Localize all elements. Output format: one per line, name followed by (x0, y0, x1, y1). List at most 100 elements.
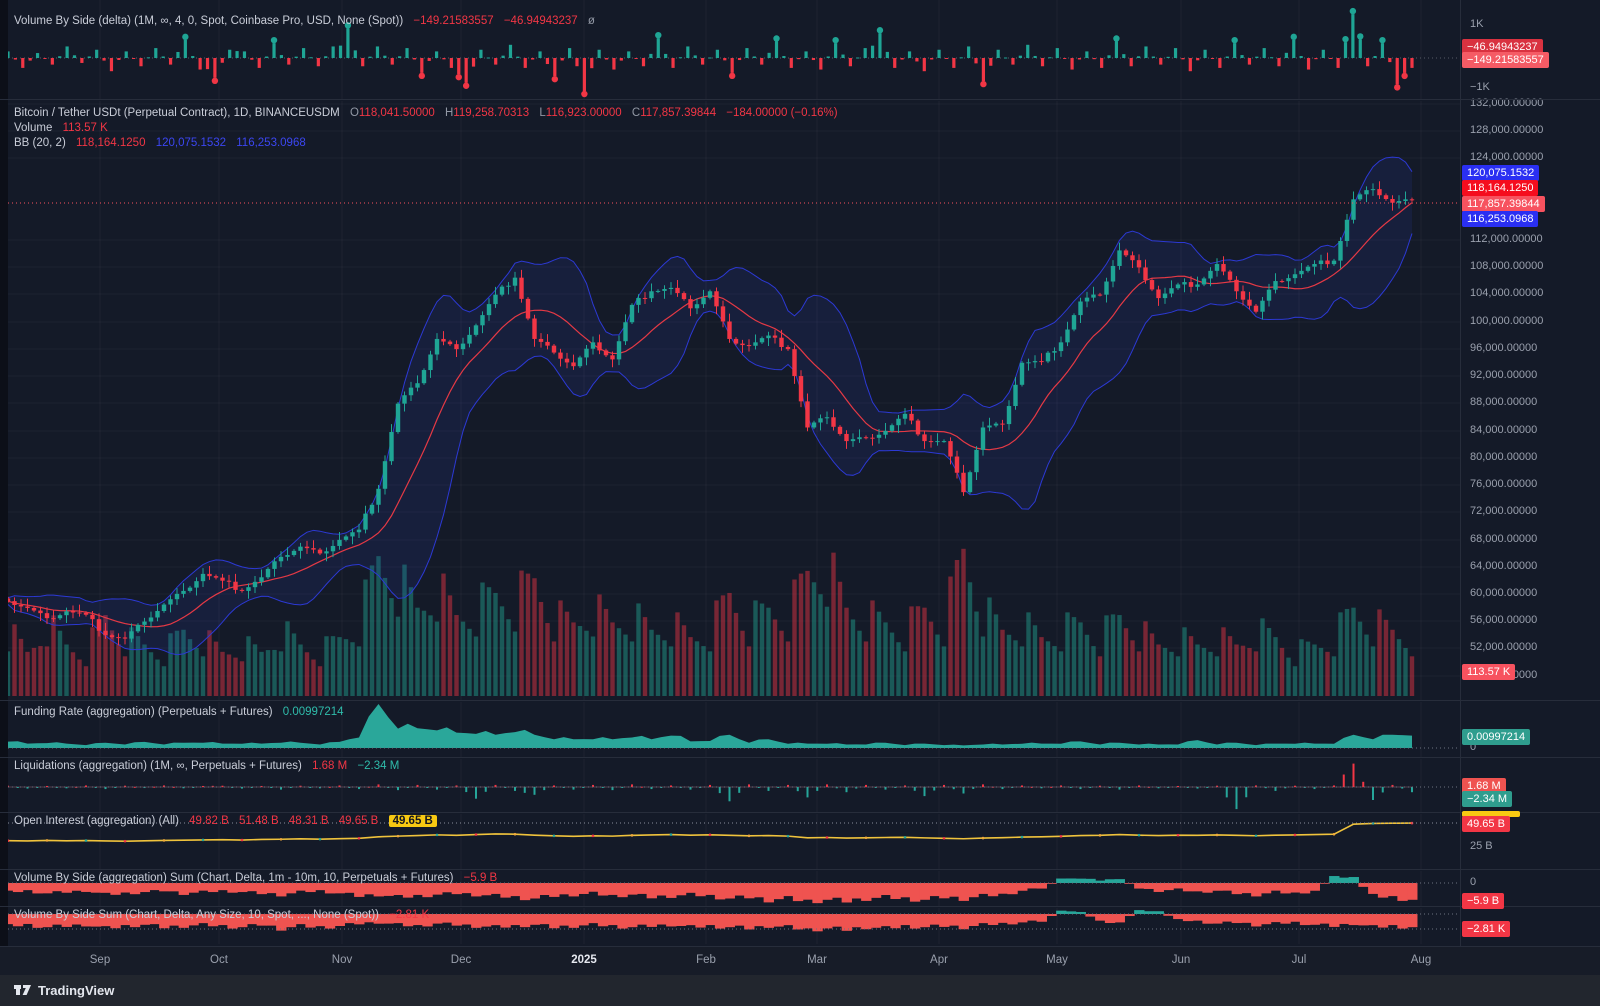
liquidations-legend[interactable]: Liquidations (aggregation) (1M, ∞, Perpe… (14, 759, 399, 774)
price-scale-badge: 116,253.0968 (1462, 211, 1539, 227)
time-axis-label-2025: 2025 (571, 954, 597, 966)
close-value: 117,857.39844 (640, 107, 717, 119)
price-scale-divider[interactable] (1460, 0, 1461, 946)
volume-label: Volume (14, 122, 53, 134)
source-icon: ø (587, 15, 595, 27)
price-scale-tick: −1K (1470, 81, 1490, 93)
low-value: 116,923.00000 (545, 107, 622, 119)
time-axis-label-sep: Sep (89, 954, 111, 966)
time-axis-label-nov: Nov (331, 954, 353, 966)
symbol-ohlc-row: Bitcoin / Tether USDt (Perpetual Contrac… (14, 106, 838, 121)
high-value: 119,258.70313 (453, 107, 530, 119)
bb-label: BB (20, 2) (14, 137, 66, 149)
bb-lower-value: 116,253.0968 (236, 137, 306, 149)
time-axis-label-jul: Jul (1291, 954, 1307, 966)
delta-pane-canvas[interactable] (0, 0, 1460, 99)
oi-close-value: 49.65 B (338, 815, 379, 827)
change-value: −184.00000 (−0.16%) (726, 107, 838, 119)
liquidations-long-value: 1.68 M (312, 760, 348, 772)
pane-separator[interactable] (0, 99, 1600, 100)
pane-separator[interactable] (0, 812, 1600, 813)
price-scale-tick: 124,000.00000 (1470, 151, 1544, 163)
time-axis[interactable]: Sep Oct Nov Dec 2025 Feb Mar Apr May Jun Jul Aug (0, 946, 1600, 976)
delta-value-2: −46.94943237 (503, 15, 578, 27)
price-scale-badge: 117,857.39844 (1462, 196, 1545, 212)
oi-high-value: 51.48 B (238, 815, 279, 827)
pane-separator[interactable] (0, 700, 1600, 701)
delta-indicator-legend[interactable]: Volume By Side (delta) (1M, ∞, 4, 0, Spo… (14, 14, 595, 29)
price-scale-tick: 0 (1470, 876, 1477, 888)
price-scale-tick: 92,000.00000 (1470, 369, 1538, 381)
price-scale-badge: −46.94943237 (1462, 39, 1543, 55)
high-label: H (444, 107, 454, 119)
close-label: C (631, 107, 641, 119)
bb-row[interactable]: BB (20, 2) 118,164.1250 120,075.1532 116… (14, 136, 838, 151)
liquidations-pane-canvas[interactable] (0, 759, 1460, 812)
funding-rate-pane-canvas[interactable] (0, 702, 1460, 757)
oi-low-value: 48.31 B (288, 815, 329, 827)
open-interest-legend[interactable]: Open Interest (aggregation) (All) 49.82 … (14, 814, 437, 829)
price-scale-tick: 1K (1470, 18, 1484, 30)
funding-rate-value: 0.00997214 (282, 706, 344, 718)
price-scale-tick: 64,000.00000 (1470, 560, 1538, 572)
price-scale-badge: −2.81 K (1462, 921, 1511, 937)
vbs-aggregation-sum-legend[interactable]: Volume By Side (aggregation) Sum (Chart,… (14, 871, 497, 886)
vbs-sum-value: −2.81 K (389, 909, 430, 921)
price-scale-tick: 52,000.00000 (1470, 641, 1538, 653)
price-scale-tick: 128,000.00000 (1470, 124, 1544, 136)
price-scale-tick: 68,000.00000 (1470, 533, 1538, 545)
time-axis-label-apr: Apr (930, 954, 948, 966)
symbol-legend[interactable]: Bitcoin / Tether USDt (Perpetual Contrac… (14, 106, 838, 151)
price-scale-badge: −2.34 M (1462, 791, 1513, 807)
price-scale-tick: 76,000.00000 (1470, 478, 1538, 490)
vbs-sum-pane-canvas[interactable] (0, 908, 1460, 944)
liquidations-title: Liquidations (aggregation) (1M, ∞, Perpe… (14, 760, 302, 772)
open-label: O (349, 107, 359, 119)
price-scale-badge: 0.00997214 (1462, 729, 1531, 745)
price-scale-tick: 60,000.00000 (1470, 587, 1538, 599)
price-scale-tick: 112,000.00000 (1470, 233, 1543, 245)
pane-separator[interactable] (0, 906, 1600, 907)
delta-value-1: −149.21583557 (413, 15, 494, 27)
tradingview-watermark-text: TradingView (38, 982, 115, 998)
tradingview-logo-icon (14, 985, 31, 995)
price-scale-badge: 118,164.1250 (1462, 180, 1539, 196)
vbs-aggregation-sum-value: −5.9 B (463, 872, 498, 884)
price-scale-tick: 80,000.00000 (1470, 451, 1538, 463)
price-scale-badge: 120,075.1532 (1462, 165, 1540, 181)
time-axis-label-dec: Dec (450, 954, 472, 966)
funding-rate-legend[interactable]: Funding Rate (aggregation) (Perpetuals +… (14, 705, 344, 720)
left-edge-strip (0, 0, 8, 946)
pane-separator[interactable] (0, 757, 1600, 758)
time-axis-label-jun: Jun (1171, 954, 1191, 966)
vbs-sum-legend[interactable]: Volume By Side Sum (Chart, Delta, Any Si… (14, 908, 429, 923)
pane-separator[interactable] (0, 869, 1600, 870)
price-scale-tick: 108,000.00000 (1470, 260, 1544, 272)
time-axis-label-oct: Oct (210, 954, 228, 966)
price-scale-tick: 104,000.00000 (1470, 287, 1544, 299)
open-interest-pane-canvas[interactable] (0, 814, 1460, 869)
low-label: L (539, 107, 546, 119)
oi-open-value: 49.82 B (189, 815, 229, 827)
time-axis-label-aug: Aug (1410, 954, 1432, 966)
delta-indicator-title: Volume By Side (delta) (1M, ∞, 4, 0, Spo… (14, 15, 404, 27)
time-axis-label-may: May (1046, 954, 1068, 966)
price-pane-canvas[interactable] (0, 101, 1460, 700)
price-scale-badge: 1.68 M (1462, 778, 1506, 794)
bb-basis-value: 118,164.1250 (75, 137, 146, 149)
vbs-aggregation-sum-title: Volume By Side (aggregation) Sum (Chart,… (14, 872, 454, 884)
price-scale-tick: 132,000.00000 (1470, 97, 1544, 109)
price-scale-badge: 49.65 B (1462, 816, 1510, 832)
tradingview-watermark[interactable]: TradingView (14, 982, 114, 998)
vbs-aggregation-sum-pane-canvas[interactable] (0, 871, 1460, 906)
bottom-bar: TradingView (0, 975, 1600, 1006)
price-scale-tick: 0 (1470, 741, 1477, 753)
volume-row[interactable]: Volume 113.57 K (14, 121, 838, 136)
time-axis-label-mar: Mar (807, 954, 827, 966)
price-scale-badge: −149.21583557 (1462, 52, 1549, 68)
time-axis-label-feb: Feb (696, 954, 716, 966)
price-scale-tick: 88,000.00000 (1470, 396, 1538, 408)
open-interest-title: Open Interest (aggregation) (All) (14, 815, 179, 827)
price-scale-tick: 56,000.00000 (1470, 614, 1538, 626)
